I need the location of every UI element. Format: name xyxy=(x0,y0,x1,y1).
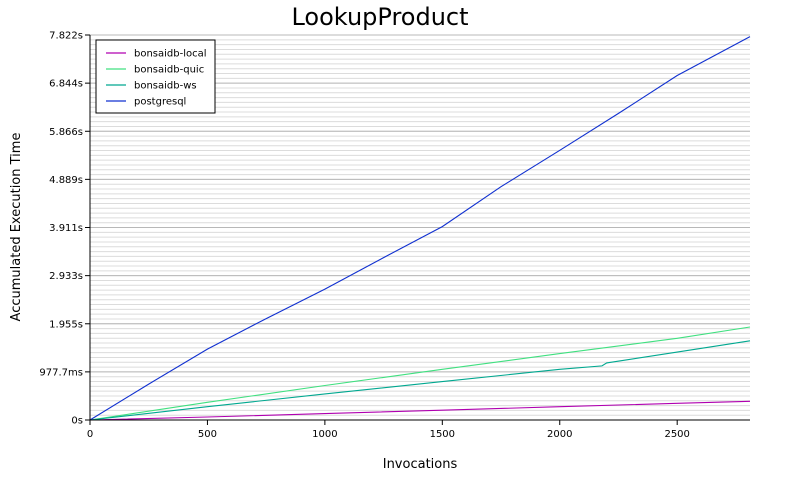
y-tick-label: 7.822s xyxy=(49,31,83,42)
series-line-postgresql xyxy=(89,36,751,421)
x-tick-label: 2000 xyxy=(547,429,572,440)
y-tick-label: 3.911s xyxy=(49,223,83,234)
chart-title: LookupProduct xyxy=(291,3,468,31)
axes: 0s 977.7ms 1.955s 2.933s 3.911s 4.889s 5.866s 6… xyxy=(39,31,750,440)
grid xyxy=(90,34,750,421)
x-tick-label: 1500 xyxy=(430,429,455,440)
series-line-bonsaidb-ws xyxy=(89,340,751,421)
legend-label: bonsaidb-ws xyxy=(134,81,197,92)
series-line-bonsaidb-quic xyxy=(89,326,751,421)
x-tick-label: 500 xyxy=(198,429,217,440)
y-tick-label: 5.866s xyxy=(49,127,83,138)
legend: bonsaidb-local bonsaidb-quic bonsaidb-ws po… xyxy=(95,39,216,114)
y-axis-label: Accumulated Execution Time xyxy=(9,133,24,322)
y-tick-label: 6.844s xyxy=(49,79,83,90)
series-layer xyxy=(89,36,751,421)
legend-label: bonsaidb-quic xyxy=(134,65,204,76)
x-axis-label: Invocations xyxy=(383,457,458,472)
series-line-bonsaidb-local xyxy=(89,400,751,421)
x-tick-label: 0 xyxy=(87,429,93,440)
legend-label: bonsaidb-local xyxy=(134,49,207,60)
legend-label: postgresql xyxy=(134,97,186,108)
y-tick-label: 4.889s xyxy=(49,175,83,186)
y-tick-label: 977.7ms xyxy=(39,367,83,378)
y-tick-label: 1.955s xyxy=(49,319,83,330)
y-tick-label: 2.933s xyxy=(49,271,83,282)
x-tick-label: 2500 xyxy=(664,429,689,440)
y-tick-label: 0s xyxy=(71,416,83,427)
x-tick-label: 1000 xyxy=(312,429,337,440)
